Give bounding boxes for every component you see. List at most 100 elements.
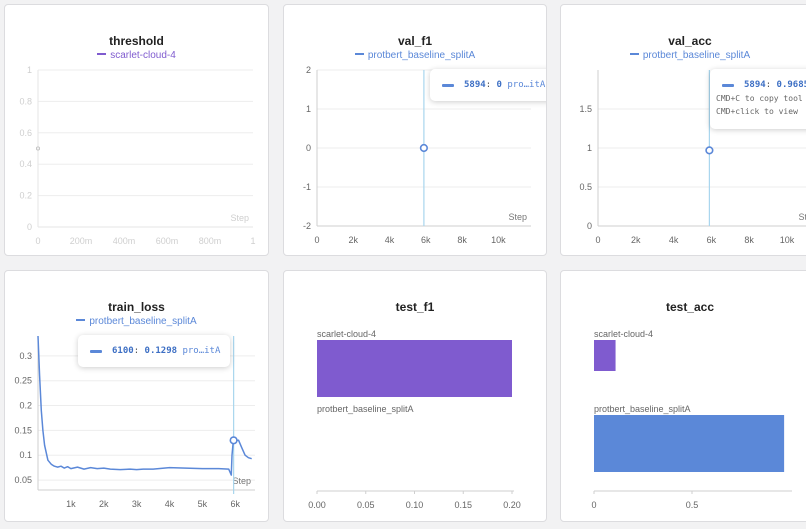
y-tick-label: 0 (306, 143, 311, 153)
x-tick-label: 1 (250, 236, 255, 246)
y-tick-label: 0.5 (579, 182, 592, 192)
x-tick-label: 8k (457, 235, 467, 245)
x-tick-label: 0.05 (357, 500, 375, 510)
tooltip-value: 0.1298 (144, 346, 178, 356)
panel-val-acc[interactable]: val_acc protbert_baseline_splitA 0 0.5 1 1.… (560, 4, 806, 256)
panel-title: test_f1 (395, 300, 435, 314)
chart-train-loss[interactable]: 0.05 0.1 0.15 0.2 0.25 0.3 1k 2k 3k 4k 5k 6k Step (5, 271, 269, 522)
y-tick-label: 0 (587, 221, 592, 231)
tooltip-value: 0.9685 (776, 80, 806, 90)
x-axis-title: Step (232, 476, 251, 486)
legend-swatch (354, 53, 364, 56)
tooltip-swatch (722, 83, 734, 87)
panel-title: val_acc (668, 34, 712, 48)
y-tick-label: 1 (306, 104, 311, 114)
tooltip-value: 0 (496, 80, 502, 90)
x-tick-label: 4k (165, 499, 175, 509)
hover-point (229, 436, 238, 445)
tooltip-swatch (90, 349, 102, 353)
x-tick-label: 0.5 (686, 500, 699, 510)
x-tick-label: 6k (707, 235, 717, 245)
y-tick-label: 1.5 (579, 104, 592, 114)
y-tick-label: 0.8 (19, 96, 32, 106)
legend-label: protbert_baseline_splitA (89, 316, 197, 327)
hover-tooltip: 5894: 0.9685 CMD+C to copy tool CMD+clic… (710, 69, 806, 129)
x-tick-label: 6k (231, 499, 241, 509)
tooltip-run-name: pro…itA (182, 346, 221, 356)
y-tick-label: 0.1 (19, 450, 32, 460)
panel-title: val_f1 (397, 34, 433, 48)
legend-swatch (97, 53, 107, 56)
tooltip-step: 5894 (744, 80, 766, 90)
x-tick-label: 800m (199, 236, 222, 246)
panel-val-f1[interactable]: val_f1 protbert_baseline_splitA -2 -1 0 1 2 0… (283, 4, 547, 256)
panel-test-acc[interactable]: test_acc scarlet-cloud-4 protbert_baselin… (560, 270, 806, 522)
x-tick-label: 0 (591, 500, 596, 510)
y-tick-label: 0.25 (14, 376, 32, 386)
bar (594, 340, 616, 371)
y-tick-label: -1 (303, 182, 311, 192)
chart-test-f1[interactable]: scarlet-cloud-4 protbert_baseline_splitA 0… (284, 271, 547, 522)
bar-category-label: scarlet-cloud-4 (594, 329, 653, 339)
bar-category-label: scarlet-cloud-4 (317, 329, 376, 339)
x-tick-label: 5k (198, 499, 208, 509)
hover-tooltip: 6100: 0.1298 pro…itA (78, 335, 230, 367)
tooltip-run-name: pro…itA (507, 80, 546, 90)
x-tick-label: 0 (595, 235, 600, 245)
panel-threshold[interactable]: threshold scarlet-cloud-4 0 0.2 0.4 0.6 0.8 1… (4, 4, 269, 256)
panel-train-loss[interactable]: train_loss protbert_baseline_splitA 0.05… (4, 270, 269, 522)
legend-label: scarlet-cloud-4 (110, 50, 176, 61)
chart-val-acc[interactable]: 0 0.5 1 1.5 0 2k 4k 6k 8k 10k Step (561, 5, 806, 256)
x-tick-label: 6k (421, 235, 431, 245)
tooltip-step: 6100 (112, 346, 134, 356)
y-tick-label: 2 (306, 65, 311, 75)
tooltip-hint-view: CMD+click to view (716, 107, 798, 116)
legend-label: protbert_baseline_splitA (642, 50, 751, 61)
panel-title: train_loss (108, 300, 165, 314)
x-tick-label: 4k (385, 235, 395, 245)
y-tick-label: 1 (587, 143, 592, 153)
hover-tooltip: 5894: 0 pro…itA (430, 69, 546, 101)
y-tick-label: 0.6 (19, 128, 32, 138)
x-tick-label: 2k (631, 235, 641, 245)
bar (594, 415, 785, 472)
legend[interactable]: protbert_baseline_splitA (561, 50, 806, 61)
y-tick-label: 0 (27, 222, 32, 232)
x-tick-label: 600m (156, 236, 179, 246)
y-tick-label: 0.2 (19, 191, 32, 201)
chart-val-f1[interactable]: -2 -1 0 1 2 0 2k 4k 6k 8k 10k Step (284, 5, 547, 256)
chart-threshold[interactable]: 0 0.2 0.4 0.6 0.8 1 0 200m 400m 600m 800m 1 Step (5, 5, 269, 256)
y-tick-label: 0.4 (19, 159, 32, 169)
chart-test-acc[interactable]: scarlet-cloud-4 protbert_baseline_splitA 0… (561, 271, 806, 522)
legend-label: protbert_baseline_splitA (367, 50, 476, 61)
panel-test-f1[interactable]: test_f1 scarlet-cloud-4 protbert_baseline… (283, 270, 547, 522)
x-tick-label: 0 (314, 235, 319, 245)
panel-title: threshold (109, 34, 164, 48)
legend-swatch (629, 53, 639, 56)
legend[interactable]: scarlet-cloud-4 (5, 50, 268, 61)
legend[interactable]: protbert_baseline_splitA (284, 50, 546, 61)
y-tick-label: 0.3 (19, 351, 32, 361)
x-tick-label: 3k (132, 499, 142, 509)
x-tick-label: 0.00 (308, 500, 326, 510)
data-point (705, 146, 714, 155)
panel-title: test_acc (665, 300, 715, 314)
x-tick-label: 0.20 (503, 500, 521, 510)
x-tick-label: 2k (99, 499, 109, 509)
x-tick-label: 2k (349, 235, 359, 245)
y-tick-label: -2 (303, 221, 311, 231)
y-tick-label: 0.05 (14, 475, 32, 485)
legend[interactable]: protbert_baseline_splitA (5, 316, 268, 327)
x-tick-label: 200m (70, 236, 93, 246)
bar-category-label: protbert_baseline_splitA (594, 404, 691, 414)
y-tick-label: 0.15 (14, 425, 32, 435)
tooltip-hint-copy: CMD+C to copy tool (716, 94, 803, 103)
data-point (35, 146, 40, 151)
x-tick-label: 10k (491, 235, 506, 245)
y-tick-label: 0.2 (19, 401, 32, 411)
y-tick-label: 1 (27, 65, 32, 75)
x-tick-label: 400m (113, 236, 136, 246)
x-tick-label: 10k (780, 235, 795, 245)
x-tick-label: 0 (35, 236, 40, 246)
x-axis-title: Step (508, 212, 527, 222)
